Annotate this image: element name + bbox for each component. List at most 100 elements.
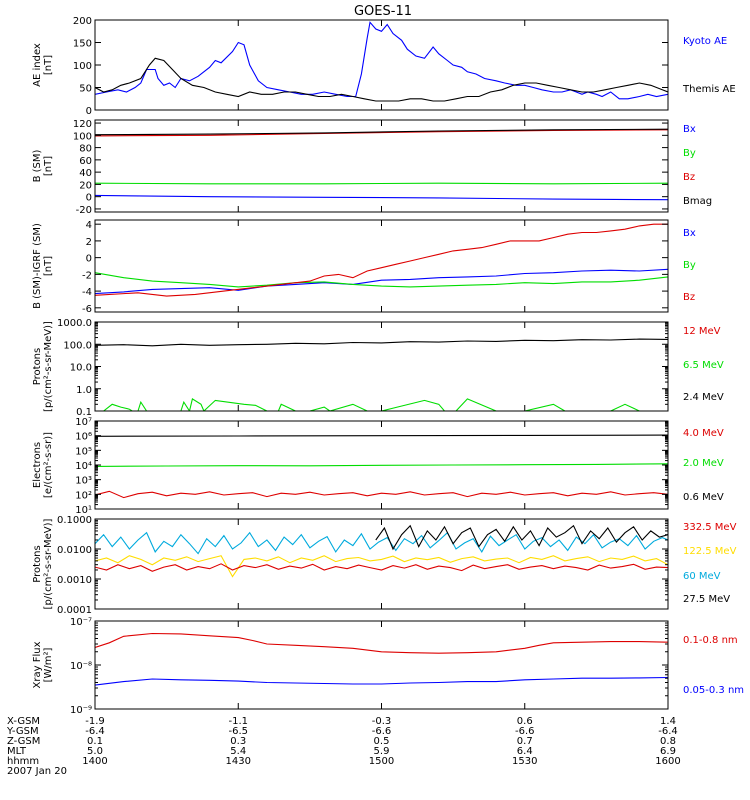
y-tick-label: 2: [86, 237, 92, 248]
series-6-5-mev-line: [103, 398, 657, 411]
chart-title: GOES-11: [354, 4, 412, 19]
x-axis-value: -6.5: [228, 726, 248, 737]
x-axis-value: 0.5: [374, 736, 390, 747]
y-axis-label: AE index[nT]: [32, 43, 54, 87]
x-axis-row-label-y-gsm: Y-GSM: [6, 726, 39, 737]
x-axis-value: -1.9: [85, 716, 105, 727]
series-332-5-mev-line: [95, 563, 668, 572]
legend-12-mev: 12 MeV: [683, 326, 721, 337]
legend-2-0-mev: 2.0 MeV: [683, 458, 724, 469]
y-axis-label-line: B (SM): [32, 149, 43, 182]
legend-bz: Bz: [683, 292, 695, 303]
y-tick-label: 10¹: [75, 505, 92, 516]
legend-0-1-0-8-nm: 0.1-0.8 nm: [683, 635, 738, 646]
x-axis-value: 5.0: [87, 746, 103, 757]
x-axis-value: 1530: [512, 756, 537, 767]
x-axis-value: 5.9: [374, 746, 390, 757]
series-themis-ae-line: [95, 57, 668, 102]
y-tick-label: 100: [73, 61, 92, 72]
x-axis-row-label-z-gsm: Z-GSM: [7, 736, 40, 747]
y-tick-label: 10⁻⁸: [70, 661, 92, 672]
y-tick-label: -2: [82, 270, 92, 281]
series-0-6-mev-line: [95, 434, 668, 437]
series-2-4-mev-line: [95, 338, 668, 347]
x-axis-row-label-x-gsm: X-GSM: [7, 716, 40, 727]
x-axis-value: 1430: [226, 756, 251, 767]
y-tick-label: 50: [79, 84, 92, 95]
y-tick-label: 0.0100: [57, 545, 92, 556]
legend-kyoto-ae: Kyoto AE: [683, 36, 727, 47]
series-122-5-mev-line: [95, 555, 668, 578]
legend-332-5-mev: 332.5 MeV: [683, 522, 737, 533]
legend-60-mev: 60 MeV: [683, 571, 721, 582]
y-tick-label: 10⁻⁹: [70, 705, 92, 716]
y-tick-label: 200: [73, 16, 92, 27]
series-2-0-mev-line: [95, 463, 668, 467]
legend-bz: Bz: [683, 172, 695, 183]
y-axis-label-line: [nT]: [43, 156, 54, 176]
y-tick-label: 10⁻⁷: [70, 617, 92, 628]
y-axis-label-line: B (SM)-IGRF (SM): [32, 223, 43, 309]
y-tick-label: 20: [79, 180, 92, 191]
series-27-5-mev-line: [375, 524, 668, 551]
y-axis-label-line: Protons: [32, 545, 43, 582]
y-axis-label-line: [nT]: [43, 256, 54, 276]
panel-5: 10¹ 10² 10³ 10⁴ 10⁵ 10⁶ 10⁷ Electrons[e/(cm²-s-…: [32, 417, 724, 516]
y-tick-label: 100.0: [63, 340, 92, 351]
y-axis-label-line: Xray Flux: [32, 641, 43, 688]
y-tick-label: 60: [79, 156, 92, 167]
legend-122-5-mev: 122.5 MeV: [683, 546, 737, 557]
panel-3: -6 -4 -2 0 2 4 B (SM)-IGRF (SM)[nT] Bx By Bz: [32, 219, 696, 315]
legend-0-6-mev: 0.6 MeV: [683, 492, 724, 503]
x-axis-value: 1.4: [660, 716, 676, 727]
panel-6: 0.00010.00100.01000.1000Protons[p/(cm²-s…: [32, 515, 737, 616]
y-axis-label: Xray Flux[W/m²]: [32, 641, 54, 688]
series-by-line: [95, 182, 668, 185]
legend-2-4-mev: 2.4 MeV: [683, 392, 724, 403]
y-tick-label: 4: [86, 220, 92, 231]
y-axis-label: B (SM)-IGRF (SM)[nT]: [32, 223, 54, 309]
x-axis-value: 1500: [369, 756, 394, 767]
panel-1: 0 50 100 150 200 AE index[nT] Kyoto AE Themis A…: [32, 16, 736, 117]
y-tick-label: 0.0010: [57, 575, 92, 586]
x-axis-row-label-hhmm: hhmm: [7, 756, 39, 767]
x-axis-value: 0.6: [517, 716, 533, 727]
y-axis-label: Protons[p/(cm²-s-sr-MeV)]: [32, 321, 54, 412]
y-axis-label-line: AE index: [32, 43, 43, 87]
series-by-line: [95, 272, 668, 288]
y-tick-label: 100: [73, 131, 92, 142]
y-tick-label: 40: [79, 168, 92, 179]
x-axis-value: -6.4: [85, 726, 105, 737]
y-tick-label: 10⁴: [75, 461, 92, 472]
y-tick-label: 0: [86, 254, 92, 265]
legend-6-5-mev: 6.5 MeV: [683, 360, 724, 371]
y-tick-label: 10²: [75, 490, 92, 501]
series-bx-line: [95, 194, 668, 201]
y-axis-label-line: [e/(cm²-s-sr)]: [43, 432, 54, 498]
legend-by: By: [683, 148, 696, 159]
y-axis-label: Protons[p/(cm²-s-sr-MeV)]: [32, 518, 54, 609]
date-label: 2007 Jan 20: [7, 766, 67, 777]
legend-by: By: [683, 260, 696, 271]
legend-0-05-0-3-nm: 0.05-0.3 nm: [683, 685, 744, 696]
series-60-mev-line: [95, 531, 668, 555]
legend-themis-ae: Themis AE: [682, 84, 736, 95]
panel-7: 10⁻⁹ 10⁻⁸ 10⁻⁷ Xray Flux[W/m²] 0.1-0.8 nm 0.0…: [32, 617, 744, 716]
y-axis-label-line: [p/(cm²-s-sr-MeV)]: [43, 518, 54, 609]
y-axis-label-line: [p/(cm²-s-sr-MeV)]: [43, 321, 54, 412]
x-axis-value: 0.8: [660, 736, 676, 747]
y-axis-label-line: [W/m²]: [43, 647, 54, 682]
series-bx-line: [95, 268, 668, 295]
series-0-05-0-3-nm-line: [95, 676, 668, 686]
x-axis-value: 0.1: [87, 736, 103, 747]
y-tick-label: 1000.0: [57, 318, 92, 329]
y-tick-label: -20: [76, 205, 92, 216]
x-axis-value: 1600: [655, 756, 680, 767]
y-tick-label: 10⁶: [75, 432, 92, 443]
x-axis-value: -6.6: [515, 726, 535, 737]
y-tick-label: 0: [86, 106, 92, 117]
y-axis-label: Electrons[e/(cm²-s-sr)]: [32, 432, 54, 498]
y-tick-label: 10⁷: [75, 417, 92, 428]
